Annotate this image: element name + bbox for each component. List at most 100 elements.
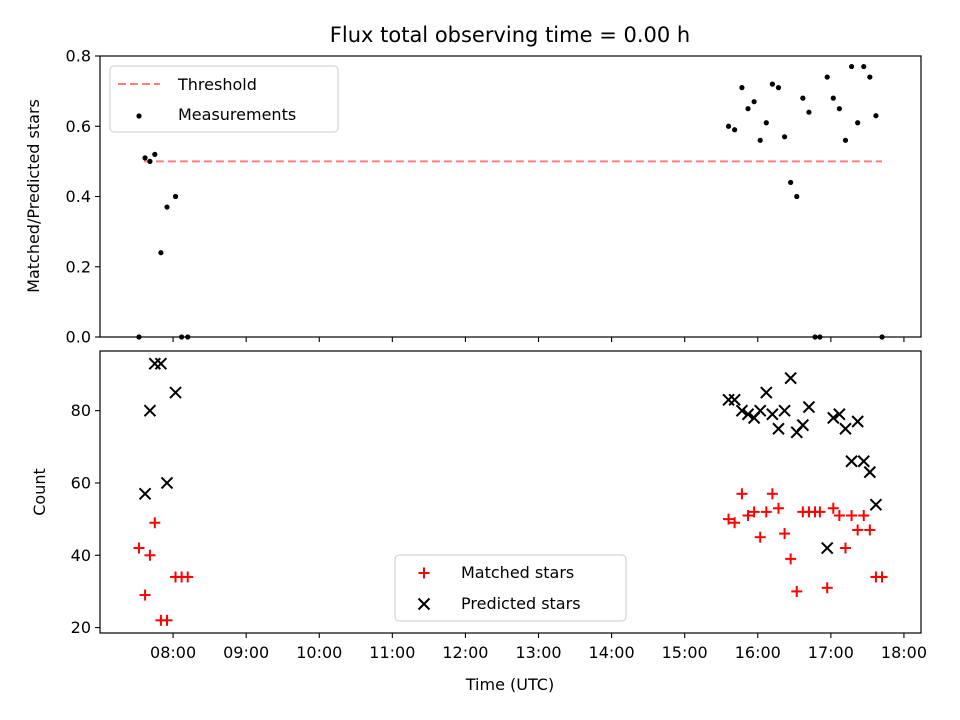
measurement-point [836, 106, 842, 112]
bottom-y-ticks: 20 40 60 80 [71, 401, 100, 637]
measurement-point [830, 95, 836, 101]
measurement-point [848, 63, 855, 70]
predicted-star-point [143, 404, 157, 417]
matched-star-point [864, 524, 876, 536]
measurement-point [739, 85, 745, 91]
predicted-star-point [802, 400, 816, 414]
measurement-point [769, 81, 775, 87]
measurement-point [725, 123, 732, 129]
measurement-point [745, 106, 751, 112]
measurement-point [142, 155, 148, 161]
measurement-point [879, 334, 885, 340]
predicted-star-point [754, 404, 767, 417]
predicted-star-point [796, 418, 810, 432]
predicted-star-point [160, 476, 174, 490]
matched-star-point [858, 510, 870, 521]
legend-matched-label: Matched stars [461, 563, 574, 582]
measurement-point [812, 334, 818, 340]
matched-star-point [760, 506, 772, 518]
bottom-y-tick-label: 60 [71, 473, 91, 492]
predicted-star-point [154, 357, 168, 370]
predicted-star-point [760, 386, 773, 399]
predicted-star-point [863, 465, 877, 479]
top-y-tick-label: 0.6 [66, 117, 91, 136]
matched-star-point [149, 517, 161, 529]
matched-star-point [736, 488, 748, 500]
matched-star-point [772, 502, 784, 514]
top-legend-box [109, 65, 339, 133]
figure-title: Flux total observing time = 0.00 h [330, 23, 690, 47]
predicted-star-point [869, 498, 883, 511]
matched-star-point [161, 614, 173, 626]
measurement-point [794, 193, 800, 200]
predicted-star-point [138, 487, 152, 501]
measurement-point [800, 95, 806, 101]
bottom-y-tick-label: 20 [71, 618, 91, 637]
matched-star-point [833, 510, 845, 521]
measurement-point [873, 113, 879, 119]
matched-star-point [742, 510, 754, 521]
measurement-point [824, 74, 830, 80]
predicted-star-point [741, 408, 755, 421]
matched-star-point [839, 542, 851, 554]
predicted-star-point [169, 386, 182, 399]
legend-measurements-swatch [136, 113, 142, 119]
matched-star-point [827, 502, 839, 514]
predicted-star-point [735, 404, 749, 417]
measurement-points [136, 63, 885, 340]
bottom-x-ticks: 08:00 09:00 10:00 11:00 12:00 13:00 14:00 15:00… [150, 633, 927, 662]
predicted-star-point [857, 455, 870, 468]
measurement-point [179, 334, 185, 340]
predicted-star-point [827, 411, 840, 425]
measurement-point [806, 109, 812, 115]
x-tick-label: 10:00 [296, 643, 342, 662]
top-y-tick-label: 0.8 [66, 47, 91, 66]
bottom-y-tick-label: 80 [71, 401, 91, 420]
matched-star-point [139, 589, 151, 601]
measurement-point [732, 127, 738, 133]
measurement-point [842, 137, 849, 143]
measurement-point [164, 204, 170, 210]
top-y-tick-label: 0.0 [66, 328, 91, 347]
top-y-tick-label: 0.4 [66, 187, 91, 206]
measurement-point [867, 74, 873, 80]
predicted-star-point [722, 393, 735, 407]
legend-predicted-marker [417, 597, 431, 611]
predicted-star-point [148, 357, 162, 370]
bottom-legend-box [394, 554, 627, 622]
bottom-legend: Matched stars Predicted stars [394, 554, 627, 622]
predicted-star-point [772, 422, 785, 435]
legend-matched-marker [418, 567, 430, 579]
matched-star-point [754, 531, 766, 543]
x-axis-label: Time (UTC) [465, 675, 554, 694]
predicted-star-point [778, 404, 791, 417]
matched-star-point [821, 582, 833, 594]
predicted-star-point [820, 541, 834, 555]
measurement-point [855, 120, 861, 126]
predicted-star-point [766, 408, 779, 421]
measurement-point [136, 334, 142, 340]
top-legend: Threshold Measurements [109, 65, 339, 133]
x-tick-label: 13:00 [515, 643, 561, 662]
measurement-point [757, 137, 763, 143]
matched-star-point [846, 510, 858, 521]
x-tick-label: 12:00 [442, 643, 488, 662]
matched-star-point [779, 528, 791, 540]
matched-star-point [723, 513, 735, 525]
measurement-point [817, 334, 823, 340]
predicted-star-point [784, 371, 797, 385]
measurement-point [763, 120, 769, 126]
x-tick-label: 11:00 [369, 643, 415, 662]
measurement-point [152, 151, 158, 157]
top-y-axis-label: Matched/Predicted stars [24, 99, 43, 293]
predicted-star-point [728, 393, 741, 407]
matched-star-point [133, 542, 145, 554]
x-tick-label: 09:00 [223, 643, 269, 662]
x-tick-label: 15:00 [662, 643, 708, 662]
matched-star-point [876, 571, 888, 583]
measurement-point [775, 85, 782, 91]
measurement-point [861, 63, 867, 70]
top-x-ticks [172, 337, 905, 342]
legend-predicted-label: Predicted stars [461, 594, 581, 613]
